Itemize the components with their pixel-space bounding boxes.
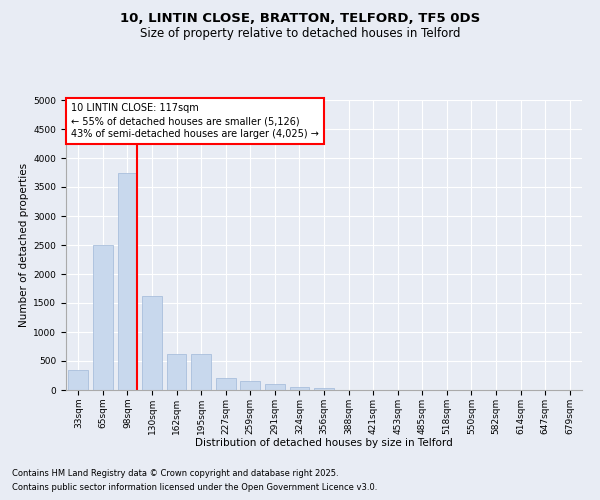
Bar xyxy=(68,370,88,390)
Bar xyxy=(241,382,260,390)
Bar xyxy=(216,378,236,390)
Bar xyxy=(191,354,211,390)
Text: 10 LINTIN CLOSE: 117sqm
← 55% of detached houses are smaller (5,126)
43% of semi: 10 LINTIN CLOSE: 117sqm ← 55% of detache… xyxy=(71,103,319,140)
Text: Contains HM Land Registry data © Crown copyright and database right 2025.: Contains HM Land Registry data © Crown c… xyxy=(12,468,338,477)
Text: Size of property relative to detached houses in Telford: Size of property relative to detached ho… xyxy=(140,28,460,40)
Bar xyxy=(290,387,309,390)
Text: Contains public sector information licensed under the Open Government Licence v3: Contains public sector information licen… xyxy=(12,484,377,492)
Bar xyxy=(118,172,137,390)
Bar xyxy=(142,296,162,390)
Y-axis label: Number of detached properties: Number of detached properties xyxy=(19,163,29,327)
Text: 10, LINTIN CLOSE, BRATTON, TELFORD, TF5 0DS: 10, LINTIN CLOSE, BRATTON, TELFORD, TF5 … xyxy=(120,12,480,26)
Bar xyxy=(265,384,284,390)
Bar xyxy=(93,245,113,390)
Bar xyxy=(314,388,334,390)
X-axis label: Distribution of detached houses by size in Telford: Distribution of detached houses by size … xyxy=(195,438,453,448)
Bar xyxy=(167,354,187,390)
